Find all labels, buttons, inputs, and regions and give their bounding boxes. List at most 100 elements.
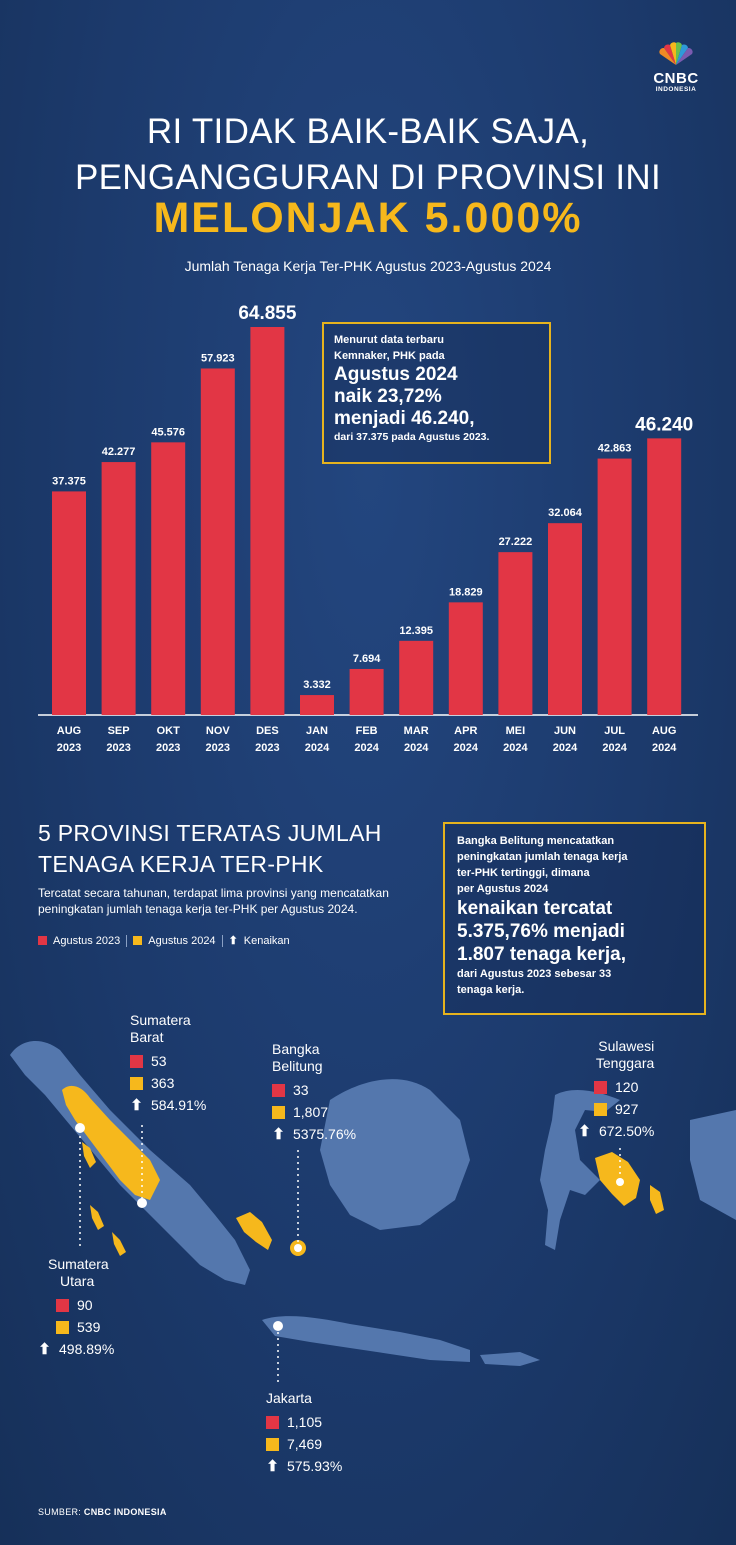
swatch-2023: [130, 1054, 143, 1068]
growth-value: 498.89%: [59, 1340, 115, 1357]
bar-okt-2023: [151, 442, 186, 715]
province-name-line1: Sulawesi: [598, 1038, 655, 1054]
callout1-line6: dari 37.375 pada Agustus 2023.: [334, 431, 490, 443]
arrow-up-icon: ⬆: [266, 1457, 279, 1475]
x-tick-month: JUL: [604, 725, 625, 737]
map-mentawai: [90, 1205, 104, 1230]
bar-value-label: 3.332: [303, 679, 331, 691]
marker-babel: [294, 1244, 302, 1252]
map-bangka: [236, 1212, 272, 1250]
map-sulawesi: [540, 1090, 620, 1250]
value-2024: 7,469: [287, 1435, 323, 1452]
legend-divider: [221, 934, 223, 947]
bar-des-2023: [250, 327, 285, 715]
callout2-line5: kenaikan tercatat: [457, 898, 613, 919]
bar-apr-2024: [448, 602, 483, 715]
province-name-line2: Tenggara: [595, 1055, 655, 1071]
province-name-line1: Sumatera: [130, 1012, 191, 1028]
province-name-line2: Belitung: [272, 1058, 323, 1074]
brand-name: CNBC: [653, 70, 699, 87]
source-label: SUMBER:: [38, 1507, 82, 1517]
x-tick-year: 2024: [553, 742, 578, 754]
bar-jul-2024: [597, 458, 632, 715]
swatch-2023: [594, 1080, 607, 1094]
province-jakarta: Jakarta 1,105 7,469 ⬆ 575.93%: [266, 1390, 342, 1477]
map-nusa-tenggara: [480, 1352, 540, 1366]
x-tick-month: MEI: [506, 725, 526, 737]
bar-aug-2023: [52, 491, 86, 715]
title-line-1: RI TIDAK BAIK-BAIK SAJA,: [146, 112, 590, 151]
x-tick-month: DES: [256, 725, 279, 737]
value-2024: 539: [77, 1318, 101, 1335]
callout1-line5: menjadi 46.240,: [334, 408, 475, 429]
x-tick-year: 2024: [503, 742, 528, 754]
cnbc-logo: CNBC INDONESIA: [640, 42, 712, 93]
bar-value-label: 42.863: [598, 443, 632, 455]
x-tick-year: 2024: [454, 742, 479, 754]
province-name-line1: Jakarta: [266, 1390, 312, 1406]
bar-value-label: 12.395: [399, 625, 433, 637]
x-tick-month: NOV: [206, 725, 231, 737]
marker-sumbar: [137, 1198, 147, 1208]
map-kalimantan: [320, 1079, 470, 1230]
marker-sumut: [75, 1123, 85, 1133]
swatch-2024: [130, 1076, 143, 1090]
section2-description: Tercatat secara tahunan, terdapat lima p…: [38, 886, 389, 916]
title-line-2: PENGANGGURAN DI PROVINSI INI: [75, 158, 661, 197]
value-2024: 1,807: [293, 1103, 329, 1120]
map-mentawai-2: [112, 1232, 126, 1256]
callout1-line4: naik 23,72%: [334, 386, 442, 407]
swatch-2024: [272, 1105, 285, 1119]
source-note: SUMBER: CNBC INDONESIA: [38, 1507, 167, 1517]
map-nias: [82, 1142, 96, 1168]
province-name-line1: Bangka: [272, 1041, 320, 1057]
swatch-2024: [594, 1102, 607, 1116]
bar-value-label: 18.829: [449, 586, 483, 598]
arrow-up-icon: ⬆: [578, 1122, 591, 1140]
source-value: CNBC INDONESIA: [83, 1507, 167, 1517]
callout2-line8: dari Agustus 2023 sebesar 33: [457, 968, 612, 980]
bar-value-label: 27.222: [499, 536, 533, 548]
bar-aug-2024: [647, 438, 682, 715]
arrow-up-icon: ⬆: [130, 1096, 143, 1114]
x-tick-month: AUG: [652, 725, 676, 737]
value-2023: 1,105: [287, 1413, 323, 1430]
bar-value-label: 64.855: [238, 303, 297, 324]
callout2-line9: tenaga kerja.: [457, 984, 525, 996]
x-tick-month: SEP: [108, 725, 130, 737]
growth-value: 672.50%: [599, 1122, 655, 1139]
bar-value-label: 37.375: [52, 475, 86, 487]
map-sumbar-sumut-highlight: [62, 1085, 160, 1200]
callout2-line1: Bangka Belitung mencatatkan: [457, 835, 615, 847]
swatch-2024: [266, 1437, 279, 1451]
bar-sep-2023: [101, 462, 136, 715]
x-tick-year: 2023: [255, 742, 279, 754]
arrow-up-icon: ⬆: [38, 1340, 51, 1358]
x-tick-month: AUG: [57, 725, 81, 737]
map-papua: [690, 1110, 736, 1220]
callout-box-phk: Menurut data terbaru Kemnaker, PHK pada …: [322, 322, 551, 464]
marker-jakarta: [273, 1321, 283, 1331]
x-tick-year: 2024: [305, 742, 330, 754]
arrow-up-icon: ⬆: [272, 1125, 285, 1143]
chart-subtitle: Jumlah Tenaga Kerja Ter-PHK Agustus 2023…: [184, 258, 552, 274]
province-sulawesi-tenggara: Sulawesi Tenggara 120 927 ⬆ 672.50%: [578, 1038, 654, 1142]
map-legend: Agustus 2023 Agustus 2024 ⬆ Kenaikan: [38, 934, 290, 947]
arrow-up-icon: ⬆: [228, 935, 238, 947]
growth-value: 584.91%: [151, 1096, 207, 1113]
x-tick-month: APR: [454, 725, 477, 737]
x-tick-year: 2023: [206, 742, 230, 754]
value-2024: 363: [151, 1074, 175, 1091]
callout2-line7: 1.807 tenaga kerja,: [457, 944, 626, 965]
legend-label-2023: Agustus 2023: [53, 934, 121, 947]
legend-divider: [126, 934, 128, 947]
legend-swatch-2024: [133, 936, 143, 945]
x-tick-month: FEB: [356, 725, 378, 737]
x-tick-year: 2024: [652, 742, 677, 754]
x-tick-year: 2023: [156, 742, 180, 754]
province-name-line1: Sumatera: [48, 1256, 109, 1272]
swatch-2023: [56, 1298, 69, 1312]
province-name-line2: Barat: [130, 1029, 164, 1045]
bar-chart: 37.375 AUG 2023 42.277 SEP 2023 45.576 OKT 2023 5…: [38, 303, 698, 754]
